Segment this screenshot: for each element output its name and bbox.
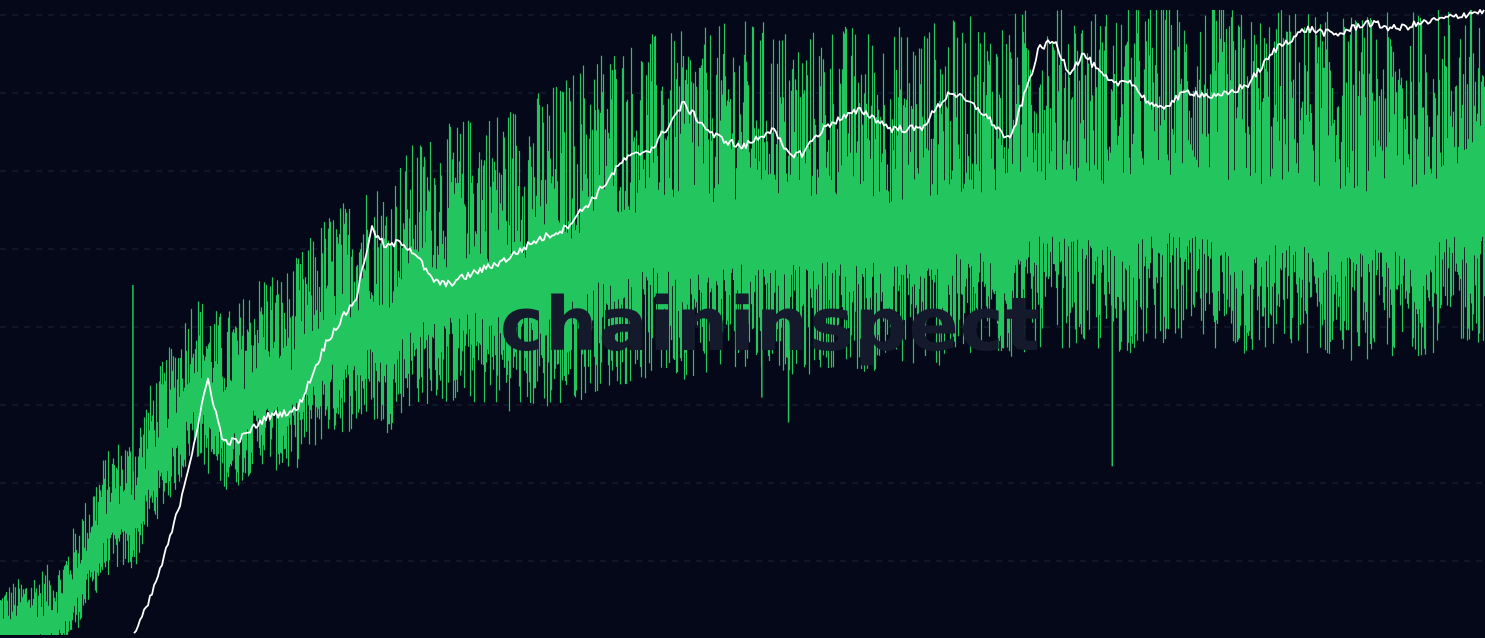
bar-series <box>0 10 1485 635</box>
line-series <box>133 9 1485 634</box>
line-series-price <box>133 9 1485 634</box>
bar-series-volume <box>0 10 1485 635</box>
